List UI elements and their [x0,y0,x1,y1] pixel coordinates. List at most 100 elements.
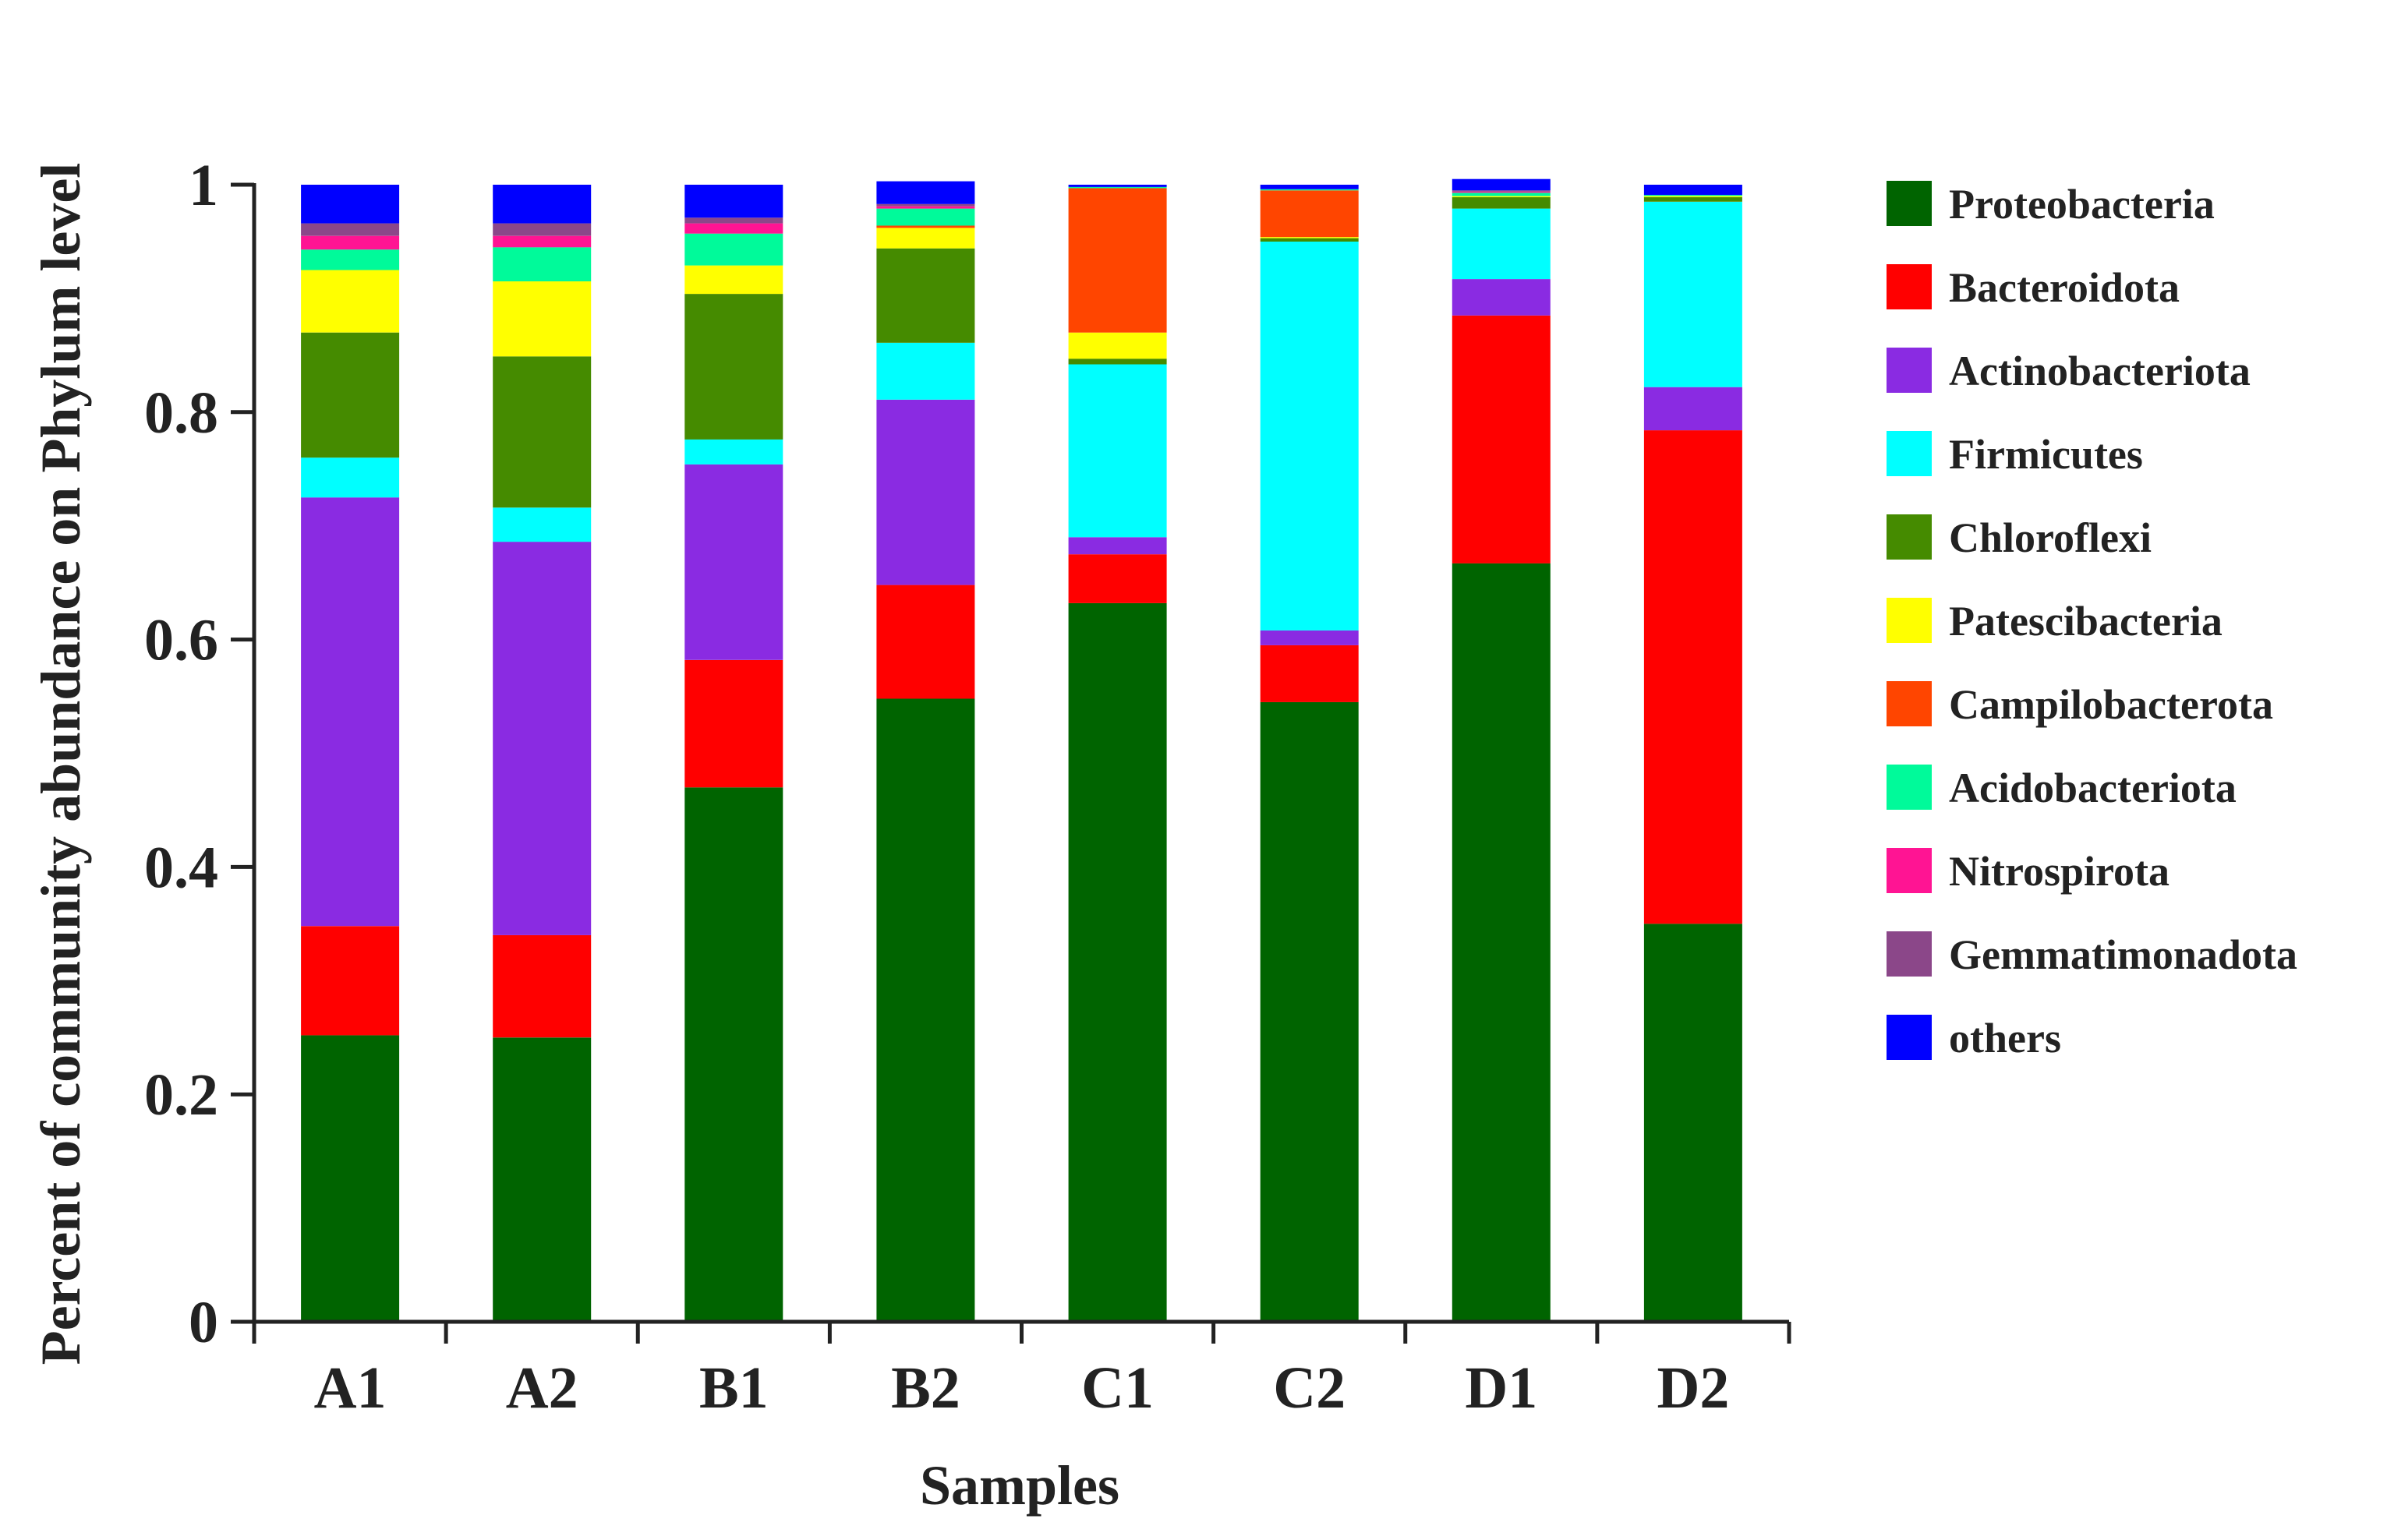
legend-swatch-nitrospirota [1887,848,1932,893]
bar-segment-d1-gemmatimonadota [1452,190,1551,192]
bar-segment-c1-proteobacteria [1068,602,1167,1322]
bar-segment-a2-firmicutes [493,507,592,542]
bar-segment-d1-firmicutes [1452,208,1551,280]
legend-swatch-acidobacteriota [1887,765,1932,810]
bar-segment-a2-bacteroidota [493,934,592,1038]
bar-segment-c1-chloroflexi [1068,359,1167,365]
legend-swatch-others [1887,1015,1932,1060]
bar-segment-d2-chloroflexi [1643,197,1742,202]
bar-segment-c1-firmicutes [1068,364,1167,538]
legend-label-proteobacteria: Proteobacteria [1949,181,2215,228]
x-tick-label-c2: C2 [1273,1355,1346,1421]
bar-segment-d2-others [1643,185,1742,196]
bar-segment-b1-patescibacteria [684,265,783,295]
bar-segment-d1-patescibacteria [1452,196,1551,198]
bar-segment-c1-others [1068,185,1167,187]
bar-segment-c1-bacteroidota [1068,554,1167,603]
bar-segment-d2-patescibacteria [1643,196,1742,198]
x-tick-label-a1: A1 [314,1355,387,1421]
legend-swatch-firmicutes [1887,431,1932,476]
bar-segment-d2-firmicutes [1643,201,1742,387]
bar-segment-b2-nitrospirota [876,206,975,209]
bar-segment-b2-campilobacterota [876,225,975,228]
bar-segment-d1-proteobacteria [1452,563,1551,1322]
bar-segment-c1-patescibacteria [1068,332,1167,359]
bar-segment-b2-bacteroidota [876,585,975,699]
bar-segment-a1-acidobacteriota [301,249,400,270]
legend-label-patescibacteria: Patescibacteria [1949,598,2223,645]
bar-segment-d1-bacteroidota [1452,315,1551,563]
bar-segment-b1-acidobacteriota [684,233,783,266]
bar-segment-b2-gemmatimonadota [876,203,975,207]
bar-segment-a1-patescibacteria [301,270,400,333]
bar-segment-d2-bacteroidota [1643,430,1742,924]
x-axis-title: Samples [920,1454,1119,1517]
bar-segment-c1-actinobacteriota [1068,537,1167,555]
bar-segment-b2-patescibacteria [876,228,975,249]
bar-segment-c2-firmicutes [1260,241,1359,630]
legend-swatch-patescibacteria [1887,598,1932,643]
bar-segment-c2-acidobacteriota [1260,189,1359,191]
bar-segment-d1-chloroflexi [1452,197,1551,209]
bar-segment-c2-others [1260,185,1359,189]
legend-label-bacteroidota: Bacteroidota [1949,264,2180,311]
x-tick-label-c1: C1 [1081,1355,1154,1421]
legend-swatch-actinobacteriota [1887,348,1932,393]
bar-segment-c2-actinobacteriota [1260,630,1359,645]
bar-segment-b2-proteobacteria [876,698,975,1322]
x-tick-label-a2: A2 [506,1355,578,1421]
bar-segment-a1-bacteroidota [301,926,400,1036]
y-tick-label: 0.4 [144,835,218,900]
bar-segment-d1-others [1452,178,1551,191]
bar-segment-b1-proteobacteria [684,787,783,1322]
bar-segment-a1-proteobacteria [301,1035,400,1322]
bar-segment-a2-proteobacteria [493,1037,592,1323]
legend-swatch-campilobacterota [1887,681,1932,726]
bar-segment-b1-bacteroidota [684,659,783,788]
legend-label-firmicutes: Firmicutes [1949,431,2143,478]
bar-segment-c2-bacteroidota [1260,645,1359,702]
bar-segment-c2-patescibacteria [1260,237,1359,238]
bar-segment-c1-campilobacterota [1068,188,1167,333]
legend-swatch-bacteroidota [1887,264,1932,309]
bar-segment-a1-chloroflexi [301,332,400,458]
bar-segment-c2-chloroflexi [1260,238,1359,242]
bar-segment-d2-proteobacteria [1643,924,1742,1322]
bar-segment-a2-acidobacteriota [493,247,592,281]
bar-segment-d1-acidobacteriota [1452,192,1551,196]
bar-segment-c1-acidobacteriota [1068,186,1167,189]
bar-segment-b1-chloroflexi [684,294,783,440]
x-tick-label-b1: B1 [699,1355,769,1421]
bar-segment-c2-proteobacteria [1260,701,1359,1322]
x-tick-label-d1: D1 [1465,1355,1537,1421]
legend: Proteobacteria Bacteroidota Actinobacterio… [1887,181,2297,1061]
y-tick-label: 1 [189,153,218,218]
bar-segment-b1-actinobacteriota [684,464,783,660]
x-tick-label-d2: D2 [1657,1355,1729,1421]
bar-segment-a2-patescibacteria [493,281,592,357]
bar-segment-b2-others [876,181,975,204]
bar-segment-d2-acidobacteriota [1643,195,1742,196]
bar-segment-a2-nitrospirota [493,235,592,248]
bar-segment-a1-gemmatimonadota [301,223,400,236]
x-tick-label-b2: B2 [891,1355,960,1421]
bar-segment-b1-gemmatimonadota [684,217,783,224]
bar-segment-b1-nitrospirota [684,223,783,234]
legend-label-gemmatimonadota: Gemmatimonadota [1949,931,2297,978]
bar-segment-a1-firmicutes [301,457,400,498]
legend-label-nitrospirota: Nitrospirota [1949,848,2170,895]
bar-segment-b1-others [684,185,783,218]
legend-label-chloroflexi: Chloroflexi [1949,514,2152,561]
y-tick-label: 0.6 [144,608,218,673]
bar-segment-d1-nitrospirota [1452,191,1551,193]
bar-segment-a2-chloroflexi [493,356,592,508]
bar-segment-a2-others [493,185,592,224]
y-tick-label: 0.2 [144,1062,218,1128]
bar-segment-a1-actinobacteriota [301,497,400,927]
bars-group [301,178,1742,1323]
bar-segment-c2-campilobacterota [1260,190,1359,238]
legend-swatch-chloroflexi [1887,514,1932,560]
bar-segment-b2-chloroflexi [876,248,975,343]
bar-segment-a2-gemmatimonadota [493,223,592,236]
